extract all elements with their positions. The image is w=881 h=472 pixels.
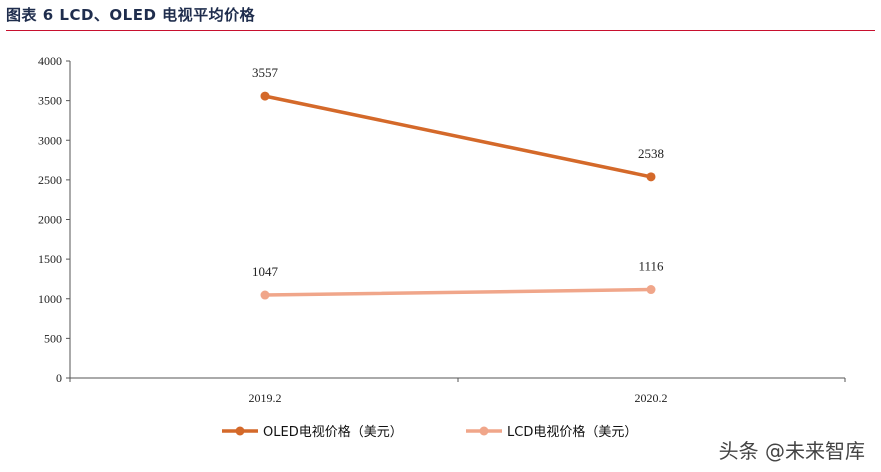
title-rule <box>6 30 875 31</box>
legend-label: OLED电视价格（美元） <box>263 424 403 440</box>
legend-swatch-marker <box>479 426 489 436</box>
chart-axes: 0 500 1000 1500 2000 2500 3000 3500 4000 2019.2 20… <box>38 54 846 405</box>
y-tick-label: 2500 <box>38 173 62 187</box>
watermark: 头条 @未来智库 <box>718 439 865 463</box>
legend-label: LCD电视价格（美元） <box>507 424 637 440</box>
data-label: 3557 <box>252 65 279 80</box>
y-tick-label: 3000 <box>38 133 62 147</box>
y-tick-label: 3500 <box>38 94 62 108</box>
x-tick-label: 2019.2 <box>249 391 282 405</box>
x-tick-label: 2020.2 <box>635 391 668 405</box>
legend-swatch-marker <box>235 426 245 436</box>
y-tick-label: 0 <box>56 371 62 385</box>
data-point <box>260 290 270 300</box>
figure-title: 图表 6 LCD、OLED 电视平均价格 <box>6 6 256 24</box>
y-tick-label: 4000 <box>38 54 62 68</box>
y-tick-label: 500 <box>44 331 62 345</box>
data-label: 1047 <box>252 264 279 279</box>
y-tick-label: 2000 <box>38 213 62 227</box>
data-point <box>646 172 656 182</box>
y-tick-label: 1500 <box>38 252 62 266</box>
chart-legend: OLED电视价格（美元） LCD电视价格（美元） <box>222 424 637 440</box>
data-point <box>646 285 656 295</box>
data-point <box>260 91 270 101</box>
y-tick-label: 1000 <box>38 292 62 306</box>
data-label: 1116 <box>638 259 664 274</box>
series-line-0 <box>263 94 653 179</box>
chart-series: 3557 2538 1047 1116 <box>252 65 664 300</box>
series-line-1 <box>263 287 653 297</box>
data-label: 2538 <box>638 146 664 161</box>
